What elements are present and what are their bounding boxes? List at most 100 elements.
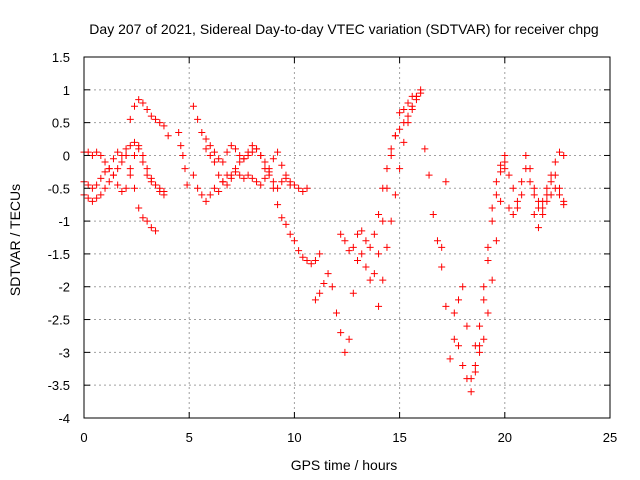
data-point	[227, 171, 235, 179]
data-point	[463, 322, 471, 330]
data-point	[492, 191, 500, 199]
data-point	[248, 142, 256, 150]
data-point	[274, 201, 282, 209]
data-point	[143, 171, 151, 179]
data-point	[488, 276, 496, 284]
data-point	[307, 260, 315, 268]
data-point	[135, 96, 143, 104]
series-arc5	[175, 128, 191, 189]
data-point	[248, 174, 256, 182]
data-point	[303, 184, 311, 192]
data-point	[175, 128, 183, 136]
data-point	[118, 188, 126, 196]
data-point	[257, 181, 265, 189]
data-point	[223, 181, 231, 189]
data-point	[345, 247, 353, 255]
data-point	[139, 151, 147, 159]
data-point	[505, 204, 513, 212]
data-point	[484, 243, 492, 251]
series-arc8	[202, 145, 324, 268]
data-point	[526, 165, 534, 173]
data-point	[366, 276, 374, 284]
data-point	[425, 171, 433, 179]
data-point	[438, 243, 446, 251]
data-point	[320, 279, 328, 287]
data-point	[231, 145, 239, 153]
data-point	[299, 188, 307, 196]
data-point	[513, 197, 521, 205]
data-point	[290, 237, 298, 245]
data-point	[421, 145, 429, 153]
data-point	[261, 165, 269, 173]
data-point	[522, 151, 530, 159]
data-point	[450, 309, 458, 317]
y-tick-label: -1	[58, 214, 70, 229]
data-point	[509, 184, 517, 192]
data-point	[130, 151, 138, 159]
data-point	[467, 388, 475, 396]
series-arc10	[337, 86, 425, 255]
data-point	[179, 151, 187, 159]
data-point	[240, 155, 248, 163]
data-point	[126, 165, 134, 173]
data-point	[497, 161, 505, 169]
data-point	[547, 191, 555, 199]
data-point	[257, 151, 265, 159]
data-point	[147, 178, 155, 186]
data-point	[219, 158, 227, 166]
data-point	[223, 148, 231, 156]
data-point	[198, 191, 206, 199]
data-point	[471, 342, 479, 350]
data-point	[244, 171, 252, 179]
data-point	[202, 197, 210, 205]
data-point	[93, 194, 101, 202]
data-point	[269, 184, 277, 192]
series-arc6	[189, 102, 311, 196]
data-point	[501, 151, 509, 159]
data-point	[240, 174, 248, 182]
data-point	[362, 237, 370, 245]
data-point	[383, 243, 391, 251]
data-point	[269, 178, 277, 186]
data-point	[227, 142, 235, 150]
x-tick-label: 10	[287, 430, 301, 445]
y-tick-label: -4	[58, 411, 70, 426]
data-point	[126, 115, 134, 123]
data-point	[248, 148, 256, 156]
data-point	[404, 99, 412, 107]
data-point	[530, 184, 538, 192]
data-point	[189, 171, 197, 179]
data-point	[408, 106, 416, 114]
data-point	[459, 283, 467, 291]
y-tick-label: 1.5	[52, 50, 70, 65]
data-point	[551, 158, 559, 166]
data-point	[143, 106, 151, 114]
data-point	[139, 158, 147, 166]
data-point	[442, 302, 450, 310]
data-point	[505, 171, 513, 179]
grid-lines	[84, 57, 610, 418]
data-point	[476, 322, 484, 330]
data-point	[88, 197, 96, 205]
data-point	[337, 230, 345, 238]
data-point	[236, 171, 244, 179]
data-point	[316, 289, 324, 297]
data-point	[560, 151, 568, 159]
x-tick-label: 25	[603, 430, 617, 445]
data-point	[194, 184, 202, 192]
data-point	[109, 171, 117, 179]
data-point	[231, 165, 239, 173]
data-point	[126, 171, 134, 179]
data-point	[303, 256, 311, 264]
x-axis-label: GPS time / hours	[291, 457, 398, 473]
data-point	[492, 237, 500, 245]
data-point	[282, 171, 290, 179]
y-tick-label: -2	[58, 280, 70, 295]
data-point	[97, 191, 105, 199]
data-point	[328, 283, 336, 291]
data-point	[253, 145, 261, 153]
data-point	[556, 191, 564, 199]
data-point	[446, 355, 454, 363]
data-point	[480, 296, 488, 304]
y-tick-label: -1.5	[48, 247, 70, 262]
